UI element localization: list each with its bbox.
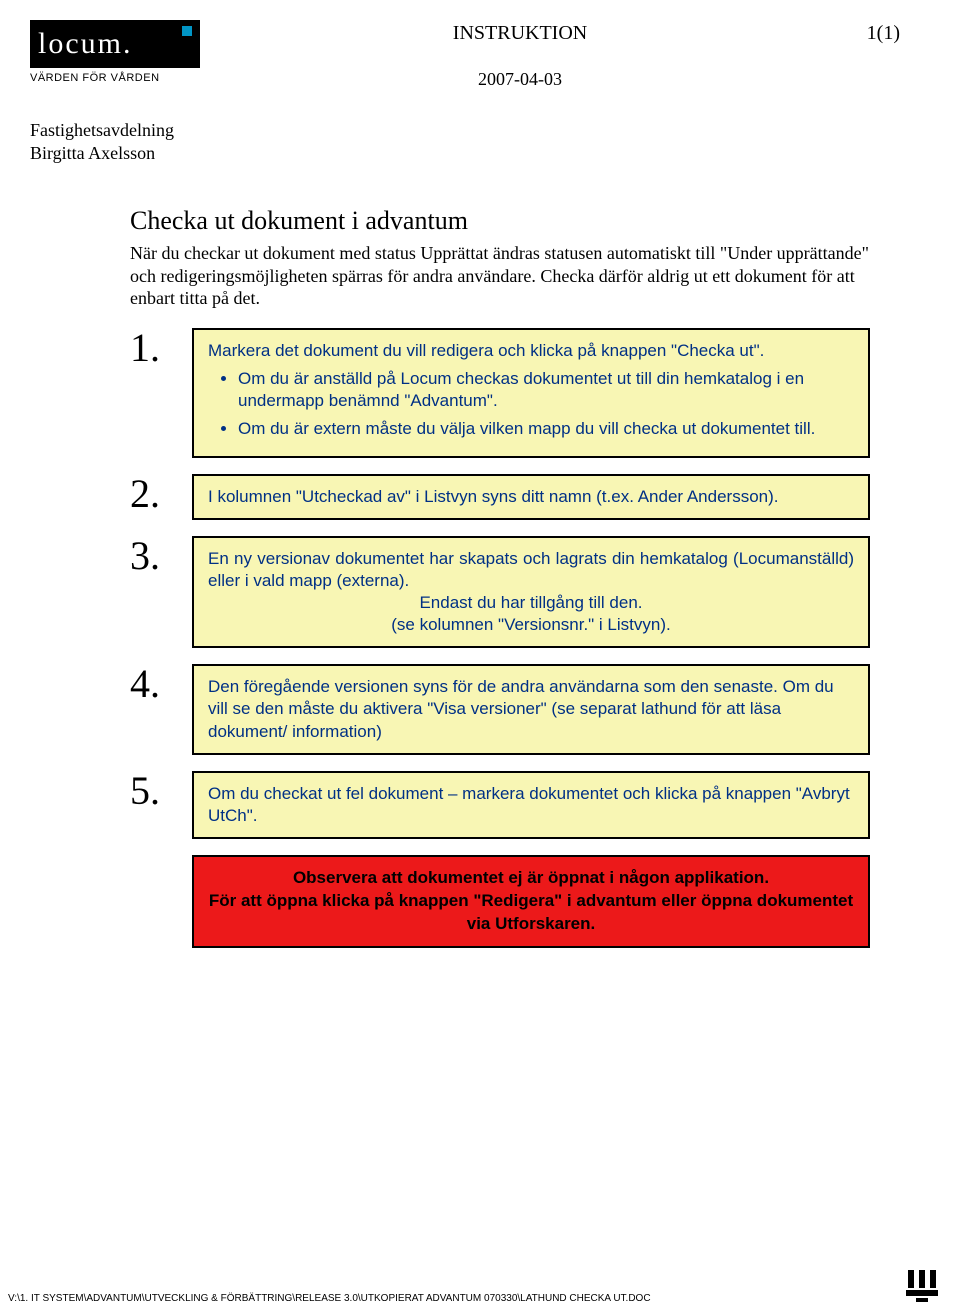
step-number: 3. (130, 536, 170, 576)
step-number: 1. (130, 328, 170, 368)
logo-accent-square (182, 26, 192, 36)
instruction-box: I kolumnen "Utcheckad av" i Listvyn syns… (192, 474, 870, 520)
box-line: (se kolumnen "Versionsnr." i Listvyn). (208, 614, 854, 636)
step-row: 2. I kolumnen "Utcheckad av" i Listvyn s… (130, 474, 870, 520)
logo-block: locum. VÄRDEN FÖR VÅRDEN (30, 20, 200, 84)
instruction-box: Om du checkat ut fel dokument – markera … (192, 771, 870, 839)
step-row: Observera att dokumentet ej är öppnat i … (192, 855, 870, 948)
instruction-box: En ny versionav dokumentet har skapats o… (192, 536, 870, 648)
warning-line: För att öppna klicka på knappen "Rediger… (208, 890, 854, 936)
step-row: 5. Om du checkat ut fel dokument – marke… (130, 771, 870, 839)
box-line: Endast du har tillgång till den. (208, 592, 854, 614)
intro-paragraph: När du checkar ut dokument med status Up… (130, 242, 870, 310)
author: Birgitta Axelsson (30, 143, 900, 164)
page-header: locum. VÄRDEN FÖR VÅRDEN INSTRUKTION 200… (30, 20, 900, 90)
step-row: 3. En ny versionav dokumentet har skapat… (130, 536, 870, 648)
warning-line: Observera att dokumentet ej är öppnat i … (208, 867, 854, 890)
document-type: INSTRUKTION (200, 22, 840, 45)
box-line: En ny versionav dokumentet har skapats o… (208, 548, 854, 592)
instruction-box: Markera det dokument du vill redigera oc… (192, 328, 870, 458)
box-text: I kolumnen "Utcheckad av" i Listvyn syns… (208, 487, 779, 506)
bullet-item: Om du är anställd på Locum checkas dokum… (238, 368, 854, 412)
bullet-list: Om du är anställd på Locum checkas dokum… (208, 368, 854, 440)
steps-list: 1. Markera det dokument du vill redigera… (130, 328, 870, 948)
main-content: Checka ut dokument i advantum När du che… (130, 206, 870, 948)
step-row: 1. Markera det dokument du vill redigera… (130, 328, 870, 458)
footer-path: V:\1. IT SYSTEM\ADVANTUM\UTVECKLING & FÖ… (8, 1293, 651, 1304)
bullet-item: Om du är extern måste du välja vilken ma… (238, 418, 854, 440)
box-lead: Markera det dokument du vill redigera oc… (208, 340, 854, 362)
box-text: Om du checkat ut fel dokument – markera … (208, 784, 850, 825)
page-number: 1(1) (840, 22, 900, 45)
sll-logo-icon (904, 1268, 940, 1304)
page-title: Checka ut dokument i advantum (130, 206, 870, 236)
header-center: INSTRUKTION 2007-04-03 (200, 20, 840, 90)
department: Fastighetsavdelning (30, 120, 900, 141)
locum-logo: locum. (30, 20, 200, 68)
step-number: 5. (130, 771, 170, 811)
logo-text: locum. (30, 27, 133, 61)
step-row: 4. Den föregående versionen syns för de … (130, 664, 870, 754)
logo-tagline: VÄRDEN FÖR VÅRDEN (30, 72, 200, 84)
warning-box: Observera att dokumentet ej är öppnat i … (192, 855, 870, 948)
page-footer: V:\1. IT SYSTEM\ADVANTUM\UTVECKLING & FÖ… (8, 1268, 940, 1304)
box-text: Den föregående versionen syns för de and… (208, 677, 834, 740)
instruction-box: Den föregående versionen syns för de and… (192, 664, 870, 754)
step-number: 2. (130, 474, 170, 514)
step-number: 4. (130, 664, 170, 704)
document-date: 2007-04-03 (200, 69, 840, 90)
